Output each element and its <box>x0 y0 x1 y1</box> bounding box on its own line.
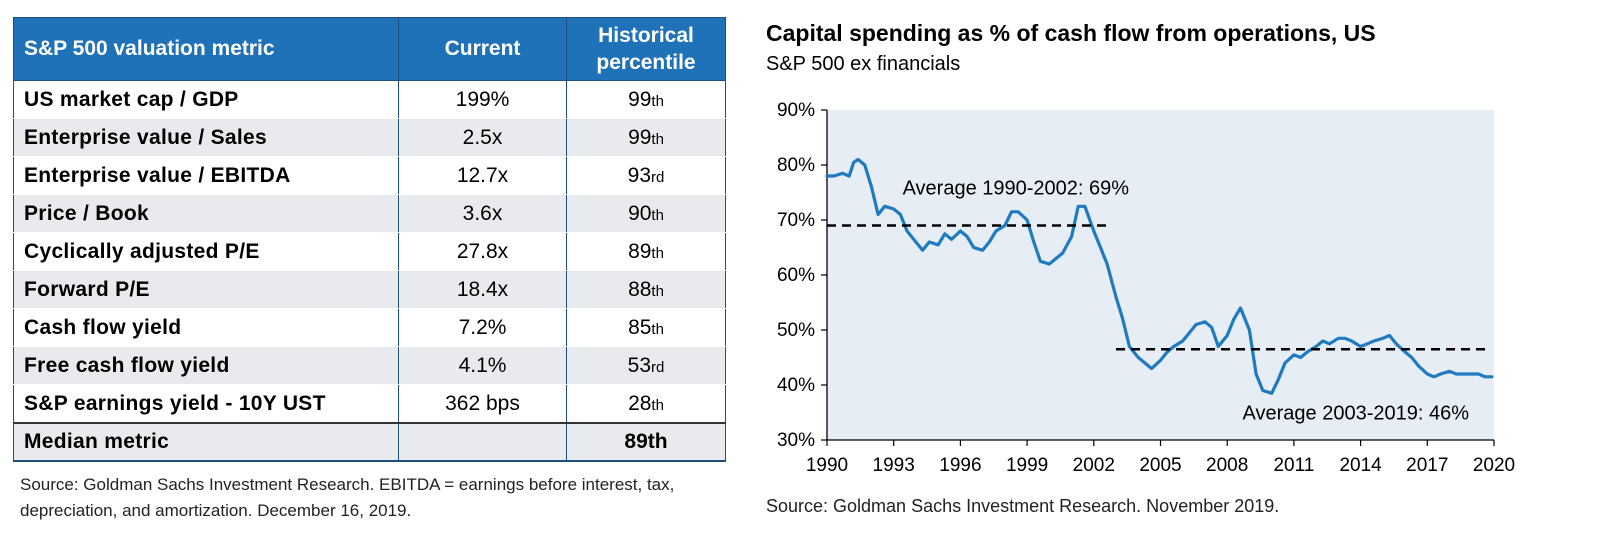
median-percentile: 89th <box>566 422 726 462</box>
metric-name: Enterprise value / EBITDA <box>13 156 399 195</box>
x-tick-label: 1996 <box>939 455 981 476</box>
percentile-value: 53rd <box>566 346 726 385</box>
y-tick-label: 60% <box>777 265 815 286</box>
x-tick-label: 2002 <box>1073 455 1115 476</box>
valuation-table: S&P 500 valuation metric Current Histori… <box>13 17 726 462</box>
y-tick-label: 30% <box>777 430 815 451</box>
metric-name: Forward P/E <box>13 270 399 309</box>
percentile-suffix: th <box>651 244 664 262</box>
percentile-value: 99th <box>566 80 726 119</box>
metric-name: Cyclically adjusted P/E <box>13 232 399 271</box>
table-row: Cash flow yield 7.2% 85th <box>13 308 726 347</box>
table-body: US market cap / GDP 199% 99th Enterprise va… <box>13 80 726 462</box>
percentile-number: 28 <box>628 391 652 415</box>
y-tick-label: 70% <box>777 210 815 231</box>
percentile-value: 93rd <box>566 156 726 195</box>
current-value: 27.8x <box>398 232 567 271</box>
y-tick-label: 50% <box>777 320 815 341</box>
x-tick-label: 2005 <box>1139 455 1181 476</box>
x-tick-label: 1990 <box>806 455 848 476</box>
median-row: Median metric 89th <box>13 422 726 462</box>
current-value: 12.7x <box>398 156 567 195</box>
percentile-value: 89th <box>566 232 726 271</box>
metric-name: Enterprise value / Sales <box>13 118 399 157</box>
series-line-0 <box>825 157 1494 395</box>
y-tick-label: 40% <box>777 375 815 396</box>
table-row: Enterprise value / EBITDA 12.7x 93rd <box>13 156 726 195</box>
percentile-value: 99th <box>566 118 726 157</box>
percentile-number: 88 <box>628 277 652 301</box>
percentile-number: 99 <box>628 125 652 149</box>
median-current <box>398 422 567 462</box>
table-row: Free cash flow yield 4.1% 53rd <box>13 346 726 385</box>
percentile-suffix: th <box>651 282 664 300</box>
average-label: Average 1990-2002: 69% <box>903 178 1130 200</box>
table-row: Enterprise value / Sales 2.5x 99th <box>13 118 726 157</box>
metric-name: US market cap / GDP <box>13 80 399 119</box>
current-value: 362 bps <box>398 384 567 424</box>
x-tick-label: 2008 <box>1206 455 1248 476</box>
current-value: 18.4x <box>398 270 567 309</box>
current-value: 2.5x <box>398 118 567 157</box>
x-tick-label: 2011 <box>1273 455 1314 476</box>
percentile-suffix: th <box>651 92 664 110</box>
percentile-suffix: th <box>651 320 664 338</box>
percentile-number: 53 <box>627 353 651 377</box>
header-current: Current <box>398 17 567 81</box>
percentile-suffix: rd <box>651 358 665 376</box>
percentile-suffix: th <box>651 206 664 224</box>
capex-chart: 30% 40% 50% 60% 70% 80% 90% 1990 1993 1996 1999 200… <box>777 100 1515 476</box>
table-header-row: S&P 500 valuation metric Current Histori… <box>13 17 726 81</box>
table-row: Cyclically adjusted P/E 27.8x 89th <box>13 232 726 271</box>
table-row: US market cap / GDP 199% 99th <box>13 80 726 119</box>
table-row: Forward P/E 18.4x 88th <box>13 270 726 309</box>
header-percentile-line2: percentile <box>596 51 696 74</box>
plot-area <box>827 110 1494 440</box>
percentile-number: 90 <box>628 201 652 225</box>
percentile-value: 85th <box>566 308 726 347</box>
chart-source-note: Source: Goldman Sachs Investment Researc… <box>766 496 1280 516</box>
chart-title: Capital spending as % of cash flow from … <box>766 20 1376 46</box>
percentile-number: 85 <box>628 315 652 339</box>
x-tick-label: 1999 <box>1006 455 1048 476</box>
metric-name: Cash flow yield <box>13 308 399 347</box>
percentile-number: 89 <box>628 239 652 263</box>
percentile-number: 99 <box>628 87 652 111</box>
percentile-suffix: th <box>651 396 664 414</box>
header-percentile: Historical percentile <box>566 17 726 81</box>
x-tick-label: 2020 <box>1473 455 1515 476</box>
x-tick-label: 2017 <box>1406 455 1448 476</box>
current-value: 4.1% <box>398 346 567 385</box>
chart-subtitle: S&P 500 ex financials <box>766 53 961 75</box>
table-row: S&P earnings yield - 10Y UST 362 bps 28th <box>13 384 726 424</box>
current-value: 7.2% <box>398 308 567 347</box>
current-value: 3.6x <box>398 194 567 233</box>
percentile-number: 93 <box>627 163 651 187</box>
y-tick-label: 80% <box>777 155 815 176</box>
table-source-note: Source: Goldman Sachs Investment Researc… <box>20 475 675 520</box>
percentile-value: 28th <box>566 384 726 424</box>
average-label: Average 2003-2019: 46% <box>1243 402 1470 424</box>
current-value: 199% <box>398 80 567 119</box>
median-label: Median metric <box>13 422 399 462</box>
metric-name: Free cash flow yield <box>13 346 399 385</box>
metric-name: Price / Book <box>13 194 399 233</box>
x-tick-label: 1993 <box>873 455 915 476</box>
percentile-value: 88th <box>566 270 726 309</box>
x-tick-label: 2014 <box>1339 455 1382 476</box>
percentile-value: 90th <box>566 194 726 233</box>
table-row: Price / Book 3.6x 90th <box>13 194 726 233</box>
header-metric: S&P 500 valuation metric <box>13 17 399 81</box>
metric-name: S&P earnings yield - 10Y UST <box>13 384 399 424</box>
header-percentile-line1: Historical <box>598 24 694 47</box>
percentile-suffix: th <box>651 130 664 148</box>
percentile-suffix: rd <box>651 168 665 186</box>
y-tick-label: 90% <box>777 100 815 121</box>
